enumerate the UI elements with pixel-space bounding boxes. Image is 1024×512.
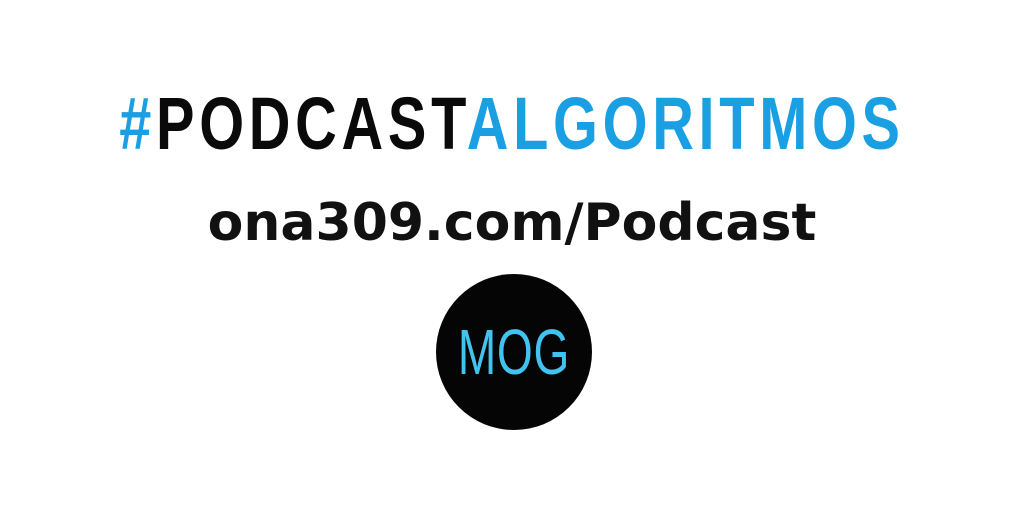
- mog-logo: MOG: [436, 274, 592, 430]
- hashtag-part-podcast: PODCAST: [156, 82, 467, 165]
- hashtag-part-algoritmos: ALGORITMOS: [466, 82, 905, 165]
- logo-text: MOG: [457, 316, 571, 388]
- hash-symbol: #: [119, 82, 157, 165]
- podcast-hashtag-title: #PODCASTALGORITMOS: [113, 82, 912, 166]
- podcast-url: ona309.com/Podcast: [207, 193, 817, 253]
